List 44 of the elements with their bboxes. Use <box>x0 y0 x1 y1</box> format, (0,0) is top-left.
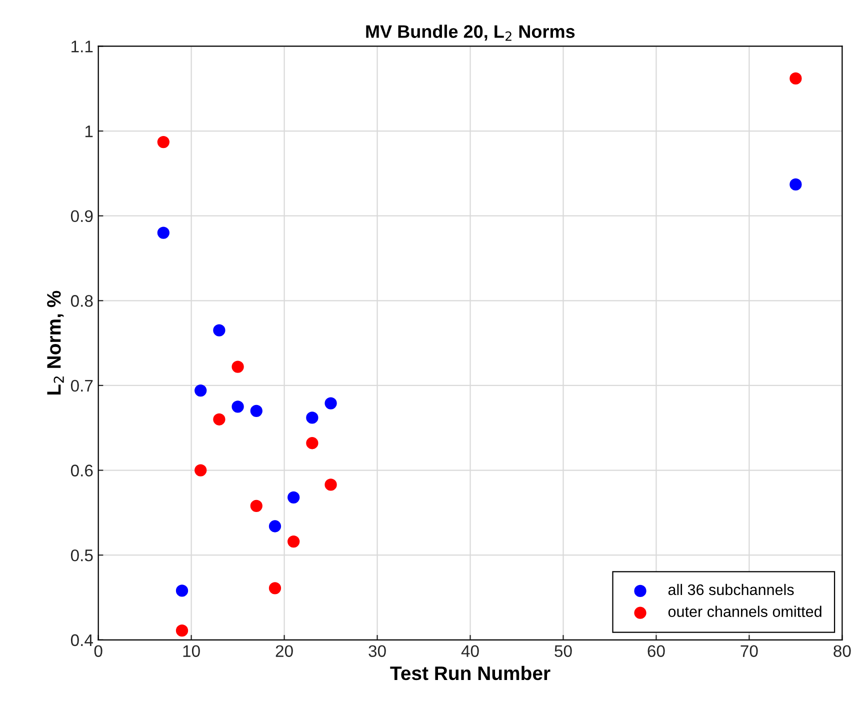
y-tick-label: 0.6 <box>70 464 93 476</box>
x-tick-label: 50 <box>554 645 572 658</box>
x-tick-label: 20 <box>276 645 293 658</box>
y-tick-label: 0.5 <box>70 549 93 562</box>
x-tick-label: 0 <box>94 645 102 658</box>
point <box>176 624 188 637</box>
point <box>324 397 337 410</box>
point <box>157 226 170 239</box>
point <box>268 520 282 532</box>
x-tick-label: 70 <box>740 645 758 658</box>
y-tick-label: 1 <box>85 126 93 138</box>
legend-label: all 36 subchannels <box>668 584 794 596</box>
point <box>790 72 802 85</box>
point <box>194 464 207 476</box>
point <box>268 582 282 594</box>
point <box>306 437 318 450</box>
point <box>250 404 262 417</box>
point <box>288 491 300 504</box>
x-tick-label: 80 <box>834 645 851 658</box>
y-tick-label: 0.7 <box>70 380 93 392</box>
y-axis-title: L$_{2}$ Norm, % <box>47 290 64 395</box>
point <box>790 178 802 191</box>
legend-label: outer channels omitted <box>668 606 822 618</box>
y-tick-label: 1.1 <box>72 40 93 52</box>
point <box>250 500 262 512</box>
point <box>157 136 170 148</box>
y-tick-label: 0.4 <box>70 634 93 646</box>
x-tick-label: 60 <box>648 645 665 658</box>
chart-title: MV Bundle 20, L$_{2}$ Norms <box>366 24 575 41</box>
point <box>194 384 207 397</box>
y-tick-label: 0.9 <box>70 210 93 222</box>
point <box>176 584 188 597</box>
point <box>288 535 300 548</box>
point <box>213 413 226 426</box>
point <box>213 324 226 336</box>
x-tick-label: 30 <box>368 645 386 658</box>
x-tick-label: 40 <box>461 645 479 658</box>
y-tick-label: 0.8 <box>70 295 93 307</box>
x-tick-label: 10 <box>183 645 200 658</box>
x-axis-title: Test Run Number <box>390 666 550 680</box>
point <box>232 360 244 373</box>
point <box>232 400 244 413</box>
point <box>324 478 337 491</box>
point <box>306 412 318 424</box>
